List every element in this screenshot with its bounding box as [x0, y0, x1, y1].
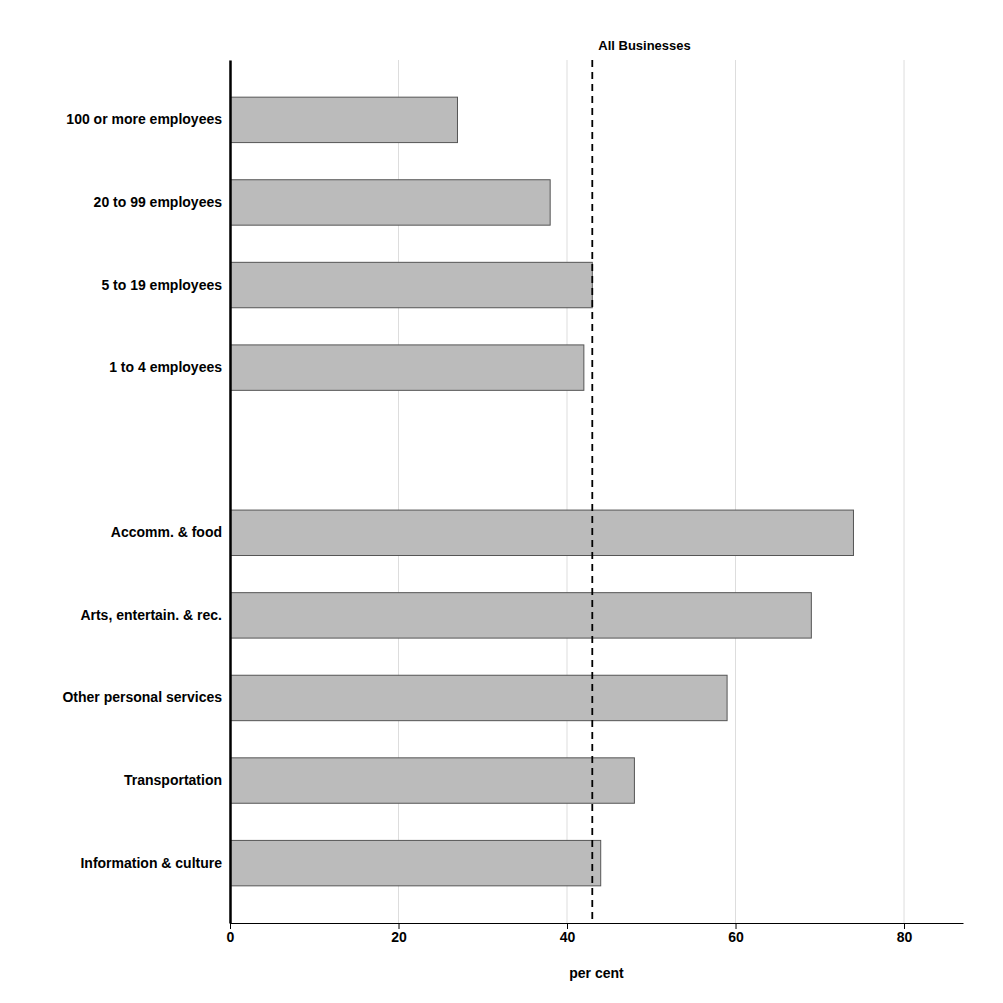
- chart-container: 0 20 40 60 80 Information & culture Transporta…: [0, 0, 1003, 1003]
- tick-label: 100 or more employees: [66, 111, 222, 127]
- bar: [230, 758, 634, 803]
- tick-label: 40: [560, 929, 576, 945]
- bar: [230, 593, 811, 638]
- tick: 80: [897, 923, 913, 945]
- bar: [230, 345, 584, 390]
- chart-svg: 0 20 40 60 80 Information & culture Transporta…: [0, 0, 1003, 1003]
- bars: [230, 60, 853, 923]
- annotation-label: All Businesses: [598, 38, 691, 53]
- bar: [230, 97, 457, 142]
- tick-label: 1 to 4 employees: [109, 359, 222, 375]
- tick-label: 20: [391, 929, 407, 945]
- x-axis-title: per cent: [569, 965, 624, 981]
- tick: 1 to 4 employees: [109, 359, 222, 375]
- tick: Information & culture: [80, 855, 222, 871]
- tick-label: 5 to 19 employees: [101, 277, 222, 293]
- grid-line: [904, 60, 905, 923]
- bar: [230, 510, 853, 555]
- tick: 100 or more employees: [66, 111, 222, 127]
- tick: 40: [560, 923, 576, 945]
- tick-label: Transportation: [124, 772, 222, 788]
- tick: Accomm. & food: [111, 524, 222, 540]
- grid: [230, 60, 904, 923]
- tick: 0: [227, 923, 235, 945]
- tick-label: Other personal services: [62, 689, 222, 705]
- bar: [230, 675, 727, 720]
- grid-line: [735, 60, 736, 923]
- plot-area: 0 20 40 60 80 Information & culture Transporta…: [62, 38, 963, 945]
- grid-line: [230, 60, 231, 923]
- tick-label: Accomm. & food: [111, 524, 222, 540]
- tick: 20: [391, 923, 407, 945]
- tick: 5 to 19 employees: [101, 277, 222, 293]
- axis-line: [231, 923, 964, 924]
- bar: [230, 262, 592, 307]
- tick: 20 to 99 employees: [94, 194, 223, 210]
- tick-label: 60: [728, 929, 744, 945]
- tick: Other personal services: [62, 689, 222, 705]
- tick-label: 80: [897, 929, 913, 945]
- tick: Arts, entertain. & rec.: [80, 607, 222, 623]
- tick-label: 20 to 99 employees: [94, 194, 223, 210]
- tick-label: Arts, entertain. & rec.: [80, 607, 222, 623]
- tick-label: 0: [227, 929, 235, 945]
- tick: 60: [728, 923, 744, 945]
- axis-line: [229, 61, 232, 924]
- bar: [230, 840, 601, 885]
- tick-label: Information & culture: [80, 855, 222, 871]
- reference-line: [591, 60, 593, 923]
- x-axis: 0 20 40 60 80: [227, 923, 964, 945]
- bar: [230, 180, 550, 225]
- y-axis: Information & culture Transportation Other…: [62, 61, 230, 924]
- tick: Transportation: [124, 772, 222, 788]
